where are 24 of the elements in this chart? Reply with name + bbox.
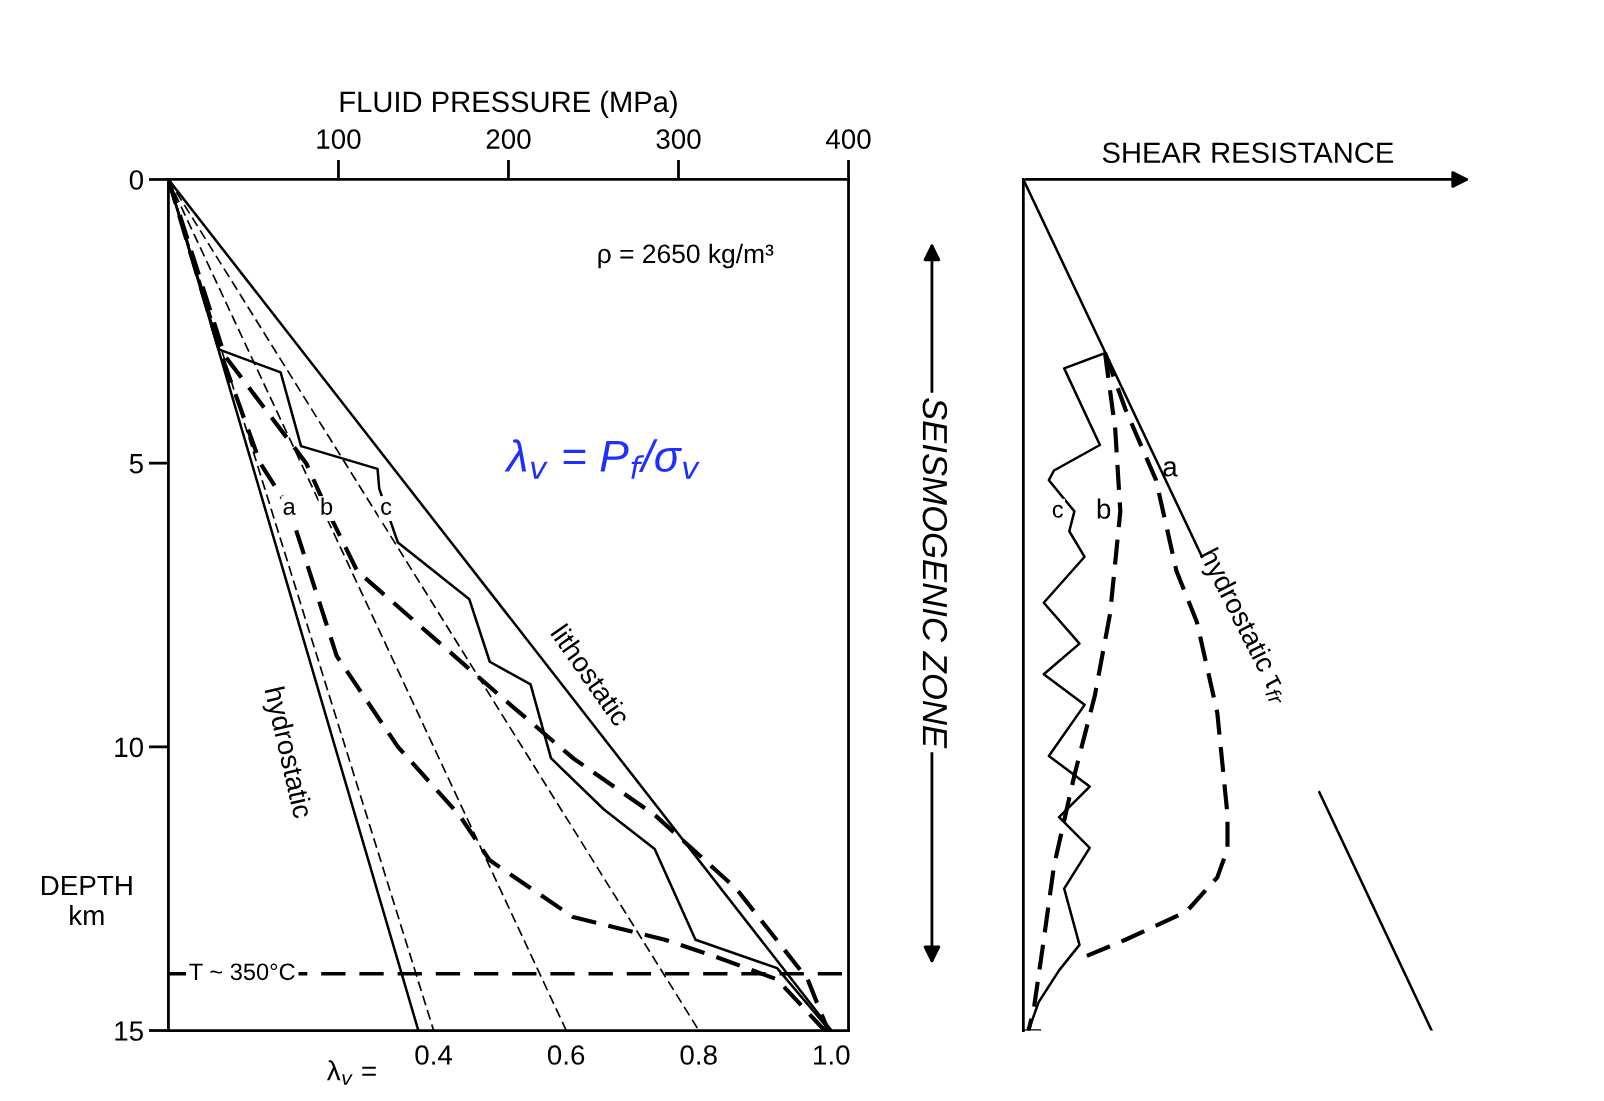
x2-tick-label: 0.6 xyxy=(547,1045,585,1065)
series-label: c xyxy=(1052,504,1063,518)
x2-tick-label: 0.4 xyxy=(415,1045,453,1065)
annotation: λ$_{v}$ = P$_{f}$/σ$_{v}$ xyxy=(504,439,700,479)
x-tick-label: 400 xyxy=(825,129,871,149)
ref-line-label: T ~ 350°C xyxy=(189,963,295,981)
y-tick-label: 5 xyxy=(129,454,143,474)
x2-tick-label: 1.0 xyxy=(814,1045,850,1065)
x-tick-label: 100 xyxy=(317,129,361,149)
series-label: b xyxy=(1097,498,1111,519)
x2-tick-label: 0.8 xyxy=(680,1045,717,1065)
series-label: a xyxy=(1163,461,1178,477)
x-tick-label: 300 xyxy=(656,129,701,149)
x-axis-title: FLUID PRESSURE (MPa) xyxy=(340,90,677,118)
x-axis-title: SHEAR RESISTANCE xyxy=(1102,142,1394,164)
text: SEISMOGENIC ZONE xyxy=(922,397,948,749)
annotation: ρ = 2650 kg/m³ xyxy=(598,243,774,269)
x-tick-label: 200 xyxy=(486,129,531,149)
y-tick-label: 0 xyxy=(129,170,144,190)
y-tick-label: 10 xyxy=(115,737,144,758)
text: hydrostatic τ$_{fr}$ xyxy=(1194,546,1294,708)
y-tick-label: 15 xyxy=(115,1021,143,1041)
y-axis-title: DEPTH km xyxy=(42,875,132,926)
x2-axis-title: λ$_{v}$ = xyxy=(326,1060,376,1085)
